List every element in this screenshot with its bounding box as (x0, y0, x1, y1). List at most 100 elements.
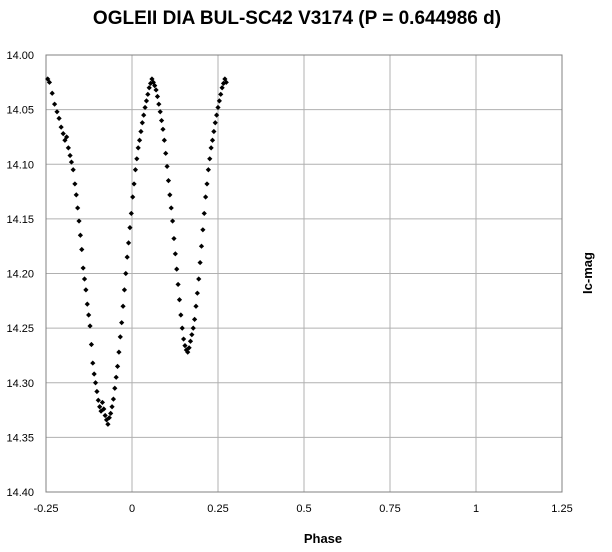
data-point (158, 117, 165, 124)
data-point (194, 290, 200, 296)
data-point (87, 323, 93, 329)
data-point (81, 276, 88, 282)
data-point (102, 412, 108, 419)
data-point (192, 316, 198, 322)
data-point (112, 385, 118, 391)
data-point (92, 380, 99, 386)
data-point (189, 332, 195, 338)
data-point (134, 156, 140, 162)
data-point (185, 349, 191, 355)
data-point (86, 312, 92, 318)
data-point (187, 338, 194, 344)
data-point (169, 218, 176, 224)
data-point (209, 137, 216, 143)
data-point (220, 80, 227, 87)
data-point (176, 297, 183, 303)
data-point (174, 266, 180, 272)
data-point (130, 194, 136, 200)
data-point (97, 404, 103, 410)
data-point (141, 112, 147, 118)
data-point (214, 112, 220, 118)
data-point (119, 320, 125, 326)
data-point (143, 98, 150, 104)
data-point (105, 421, 111, 427)
data-point (223, 79, 229, 85)
data-point (163, 150, 169, 156)
plot-area (45, 54, 563, 493)
y-tick-label: 14.30 (6, 378, 34, 390)
data-point (75, 205, 81, 211)
data-point (72, 181, 78, 187)
data-point (132, 167, 139, 173)
data-point (138, 128, 144, 135)
data-point (175, 281, 181, 288)
data-point (183, 347, 189, 353)
data-point (128, 210, 134, 217)
data-point (164, 163, 170, 170)
y-tick-label: 14.05 (6, 105, 34, 117)
data-point (161, 137, 167, 143)
data-point (182, 343, 188, 349)
data-point (145, 91, 151, 97)
data-point (127, 225, 133, 231)
data-point (186, 345, 192, 351)
data-point (136, 137, 143, 143)
y-tick-label: 14.25 (6, 323, 34, 335)
data-point (84, 301, 90, 307)
data-point (114, 363, 121, 369)
data-point (121, 287, 128, 293)
data-point (46, 79, 53, 85)
chart-title: OGLEII DIA BUL-SC42 V3174 (P = 0.644986 … (93, 8, 501, 29)
data-point (70, 167, 76, 173)
data-point (94, 388, 100, 395)
data-point (216, 98, 222, 104)
data-point (205, 167, 211, 173)
y-tick-label: 14.40 (6, 487, 34, 499)
data-point (120, 303, 126, 309)
data-point (157, 109, 163, 115)
data-point (197, 259, 203, 266)
data-point (215, 104, 221, 111)
data-point (99, 399, 106, 406)
data-point (77, 232, 83, 238)
data-point (73, 192, 79, 198)
data-point (203, 194, 209, 200)
data-point (139, 120, 145, 126)
data-point (65, 145, 71, 151)
data-point (171, 235, 177, 242)
data-point (172, 251, 178, 257)
x-axis-ticks: -0.25 0 0.25 0.5 0.75 1 1.25 (33, 503, 572, 515)
x-tick-label: 1.25 (551, 503, 572, 515)
data-point (124, 254, 130, 260)
x-tick-label: -0.25 (33, 503, 58, 515)
data-point (190, 325, 196, 331)
y-tick-label: 14.10 (6, 159, 34, 171)
data-point (135, 145, 141, 151)
data-point (212, 120, 218, 126)
data-point (196, 276, 202, 282)
x-tick-label: 0 (129, 503, 135, 515)
y-axis-label: Ic-mag (580, 252, 595, 294)
x-tick-label: 0.5 (296, 503, 311, 515)
y-axis-ticks: 14.00 14.05 14.10 14.15 14.20 14.25 14.30 14.35… (6, 50, 34, 499)
data-points (45, 76, 229, 427)
y-tick-label: 14.20 (6, 269, 34, 281)
data-point (80, 265, 86, 271)
data-point (201, 210, 207, 217)
y-tick-label: 14.15 (6, 214, 34, 226)
grid (45, 54, 563, 493)
data-point (76, 218, 82, 224)
data-point (142, 104, 148, 111)
data-point (167, 192, 173, 198)
data-point (117, 334, 123, 340)
data-point (60, 131, 66, 137)
data-point (208, 145, 214, 151)
data-point (160, 126, 166, 132)
data-point (98, 408, 104, 414)
data-point (152, 82, 158, 89)
data-point (154, 93, 161, 100)
data-point (108, 410, 114, 416)
data-point (88, 341, 95, 348)
data-point (198, 243, 205, 249)
